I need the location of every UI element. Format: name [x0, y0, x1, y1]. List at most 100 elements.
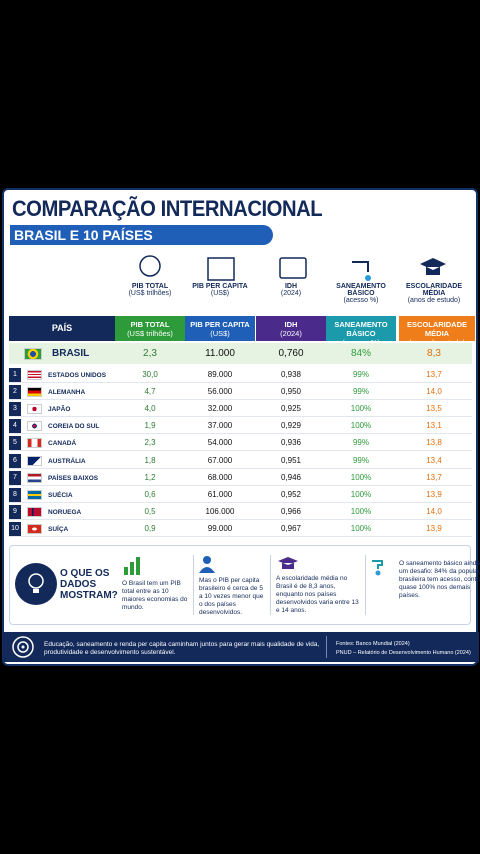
cell: 13,7 [426, 472, 442, 482]
cell: 11.000 [205, 348, 235, 359]
footer [3, 632, 479, 662]
cell: 100% [350, 506, 372, 516]
row [9, 470, 472, 486]
country: BRASIL [52, 348, 90, 359]
country: SUÉCIA [48, 491, 73, 499]
country: AUSTRÁLIA [48, 457, 86, 465]
cell: 106.000 [205, 506, 235, 516]
source: Fontes: Banco Mundial (2024) [336, 641, 410, 647]
cell: 0,952 [280, 489, 302, 499]
column-name: SANEAMENTO BÁSICO [334, 320, 388, 338]
icon-label: SANEAMENTO BÁSICO (acesso %) [326, 283, 396, 304]
column-header: PIB TOTAL (US$ trilhões) [115, 316, 185, 341]
column-name: PIB PER CAPITA [190, 320, 250, 329]
flag [27, 370, 42, 380]
brazil-row [9, 343, 472, 364]
column-header: ESCOLARIDADE MÉDIA(anos de estudo) [399, 316, 475, 347]
cell: 67.000 [207, 455, 233, 465]
cell: 13,8 [426, 438, 442, 448]
rank: 4 [9, 419, 21, 434]
cell: 99% [352, 387, 369, 397]
row [9, 418, 472, 435]
cell: 2,3 [143, 348, 157, 359]
icons [139, 255, 446, 281]
country-header: PAÍS [9, 316, 115, 341]
cell: 0,938 [280, 370, 302, 379]
cell: 1,9 [144, 421, 156, 431]
icon-label: ESCOLARIDADE MÉDIA (anos de estudo) [399, 283, 469, 304]
footer-text: Educação, saneamento e renda per capita … [44, 641, 320, 656]
country: SUÍÇA [48, 525, 69, 533]
cell: 68.000 [207, 472, 233, 482]
cell: 100% [350, 404, 372, 414]
cell: 8,3 [427, 348, 441, 359]
rank: 9 [9, 504, 21, 519]
divider [193, 555, 194, 615]
cell: 13,1 [426, 421, 442, 431]
bulb-icon [15, 563, 57, 605]
country: NORUEGA [48, 508, 82, 516]
cell: 0,929 [280, 421, 302, 431]
column-name: ESCOLARIDADE MÉDIA [406, 320, 467, 338]
cell: 0,5 [144, 506, 156, 516]
cell: 13,7 [426, 370, 442, 379]
cell: 0,946 [280, 472, 302, 482]
rank: 6 [9, 453, 21, 468]
icon-label: IDH (2024) [256, 283, 326, 297]
note: O Brasil tem um PIB total entre as 10 ma… [122, 580, 188, 611]
column-name: PIB TOTAL [131, 283, 169, 290]
cell: 30,0 [142, 370, 158, 379]
cell: 4,0 [144, 404, 156, 414]
column-header: IDH (2024) [256, 316, 326, 341]
cell: 61.000 [207, 489, 233, 499]
cell: 0,966 [280, 506, 302, 516]
rank: 1 [9, 368, 21, 382]
note-icons [124, 556, 383, 576]
cell: 13,5 [426, 404, 442, 414]
cell: 32.000 [207, 404, 233, 414]
cell: 100% [350, 421, 372, 431]
rank: 8 [9, 487, 21, 502]
cell: 13,4 [426, 455, 442, 465]
country: COREIA DO SUL [48, 423, 100, 431]
title: COMPARAÇÃO INTERNACIONAL [12, 196, 323, 221]
country: PAÍSES BAIXOS [48, 474, 99, 482]
cell: 0,6 [144, 489, 156, 499]
cell: 84% [350, 348, 371, 359]
cell: 99% [352, 438, 369, 448]
icon-label: PIB TOTAL (US$ trilhões) [115, 283, 185, 297]
country: ESTADOS UNIDOS [48, 372, 107, 379]
column-unit: (US$) [210, 290, 230, 297]
target-icon [12, 636, 34, 658]
row [9, 453, 472, 469]
cell: 99% [352, 455, 369, 465]
column-unit: (2024) [280, 290, 302, 297]
column-name: PIB TOTAL [130, 320, 170, 329]
flag [27, 506, 42, 517]
flag [27, 438, 42, 449]
country: ALEMANHA [48, 389, 86, 397]
cell: 56.000 [207, 387, 233, 397]
column-name: PIB PER CAPITA [192, 283, 248, 290]
cell: 0,760 [278, 348, 304, 359]
rank: 10 [9, 521, 21, 536]
flag [27, 523, 42, 534]
column-header: SANEAMENTO BÁSICO(acesso %) [326, 316, 396, 347]
icon-label: PIB PER CAPITA (US$) [185, 283, 255, 297]
column-unit: (2024) [280, 329, 302, 338]
cell: 14,0 [426, 387, 442, 397]
divider [365, 555, 366, 615]
cell: 14,0 [426, 506, 442, 516]
cell: 54.000 [207, 438, 233, 448]
source: PNUD – Relatório de Desenvolvimento Huma… [336, 650, 471, 656]
cell: 99.000 [207, 523, 233, 533]
subtitle: BRASIL E 10 PAÍSES DESENVOLVIDOS [10, 225, 273, 263]
row [9, 435, 472, 452]
column-unit: (acesso %) [326, 338, 396, 347]
column-header: PIB PER CAPITA (US$) [185, 316, 255, 341]
country: JAPÃO [48, 406, 71, 414]
row [9, 504, 472, 520]
row [9, 401, 472, 418]
country: CANADÁ [48, 440, 77, 448]
